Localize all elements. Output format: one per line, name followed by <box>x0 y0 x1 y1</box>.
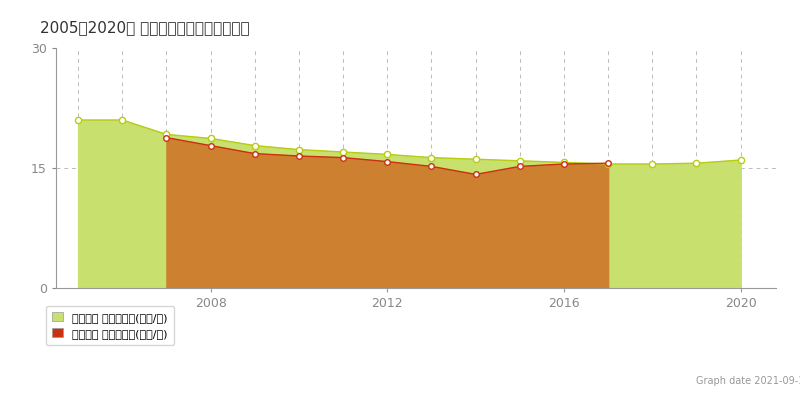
Text: 2005～2020年 大分市公园通りの地価推移: 2005～2020年 大分市公园通りの地価推移 <box>40 20 250 35</box>
Text: Graph date 2021-09-18: Graph date 2021-09-18 <box>696 376 800 386</box>
Legend: 地価公示 平均坪単価(万円/坪), 取引価格 平均坪単価(万円/坪): 地価公示 平均坪単価(万円/坪), 取引価格 平均坪単価(万円/坪) <box>46 306 174 345</box>
